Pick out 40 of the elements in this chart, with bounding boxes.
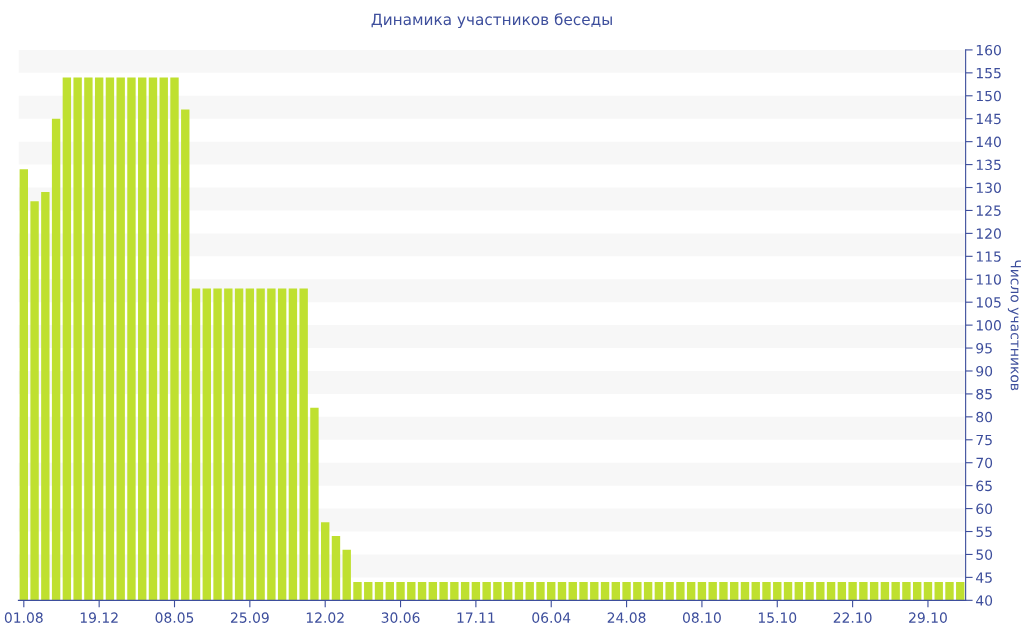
x-tick-label: 22.10 <box>833 612 872 623</box>
y-tick-label: 155 <box>976 68 1001 79</box>
y-tick-label: 50 <box>976 549 993 560</box>
x-tick-label: 01.08 <box>4 612 43 623</box>
y-tick-label: 140 <box>976 136 1001 148</box>
y-tick-label: 125 <box>976 205 1001 216</box>
x-tick-label: 25.09 <box>230 612 269 623</box>
y-tick-label: 135 <box>976 159 1001 171</box>
y-tick-label: 100 <box>976 320 1001 331</box>
y-tick-label: 120 <box>976 228 1001 239</box>
y-tick-label: 80 <box>976 411 993 423</box>
y-axis-title: Число участников <box>1007 260 1021 391</box>
y-tick-label: 70 <box>976 457 993 469</box>
y-tick-label: 95 <box>976 343 992 354</box>
x-tick-label: 30.06 <box>381 612 420 623</box>
chart-title: Динамика участников беседы <box>371 13 612 29</box>
y-tick-label: 150 <box>976 90 1001 102</box>
y-tick-label: 60 <box>976 503 993 515</box>
x-tick-label: 19.12 <box>80 612 118 623</box>
y-tick-label: 65 <box>976 480 992 492</box>
y-tick-label: 90 <box>976 365 993 377</box>
y-tick-label: 105 <box>976 297 1001 308</box>
x-tick-label: 17.11 <box>457 612 495 623</box>
y-tick-label: 115 <box>976 251 1001 262</box>
x-tick-label: 08.05 <box>155 612 194 623</box>
x-tick-label: 24.08 <box>607 612 646 623</box>
y-tick-label: 55 <box>976 526 992 537</box>
x-tick-label: 12.02 <box>306 612 344 623</box>
y-tick-label: 160 <box>976 44 1001 56</box>
x-tick-label: 08.10 <box>682 612 721 623</box>
y-tick-label: 110 <box>976 274 1001 285</box>
y-tick-label: 85 <box>976 388 992 400</box>
y-tick-label: 75 <box>976 434 992 446</box>
y-tick-label: 130 <box>976 182 1001 193</box>
x-tick-label: 15.10 <box>758 612 797 623</box>
x-tick-label: 06.04 <box>532 612 571 623</box>
y-tick-label: 45 <box>976 572 992 583</box>
y-tick-label: 40 <box>976 595 993 606</box>
y-tick-label: 145 <box>976 113 1001 125</box>
x-tick-label: 29.10 <box>909 612 947 623</box>
